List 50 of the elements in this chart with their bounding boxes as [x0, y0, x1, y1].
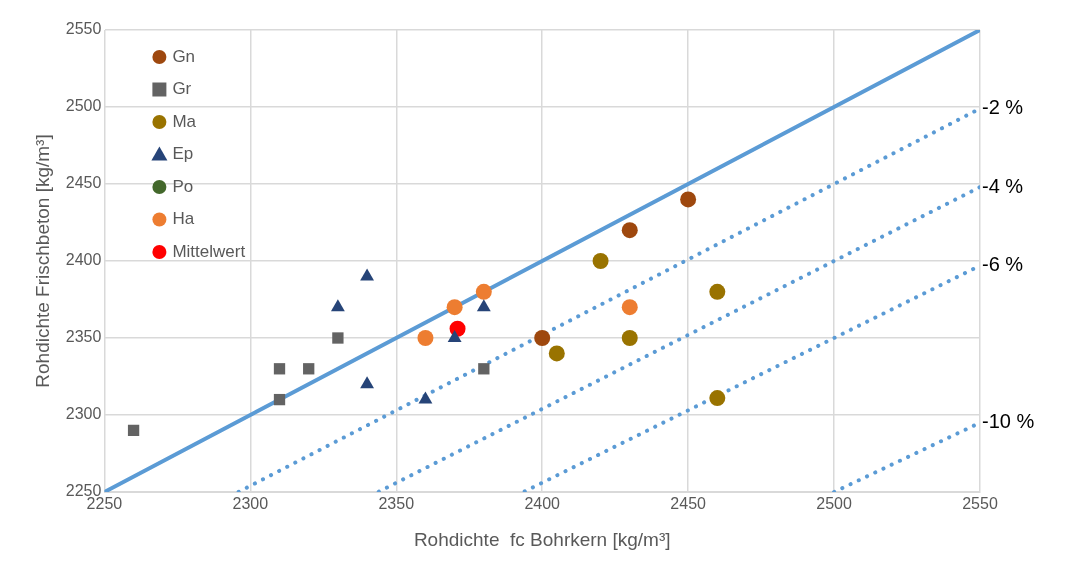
x-tick-label: 2400 — [524, 495, 561, 513]
y-tick-label: 2400 — [65, 251, 102, 269]
point — [476, 299, 491, 312]
point — [330, 299, 345, 312]
point — [418, 391, 433, 404]
point — [360, 268, 374, 281]
point — [332, 332, 344, 344]
point — [709, 390, 726, 407]
legend-label: Gr — [172, 79, 192, 99]
x-tick-label: 2300 — [232, 495, 269, 513]
point — [592, 253, 609, 269]
legend-label: Po — [172, 176, 194, 196]
legend-label: Ha — [172, 209, 195, 229]
x-tick-label: 2450 — [670, 495, 707, 513]
y-tick-label: 2350 — [65, 328, 102, 346]
series-label: -6 % — [982, 253, 1024, 276]
point — [447, 330, 462, 342]
point — [446, 299, 463, 316]
x-axis-title: Rohdichte fc Bohrkern [kg/m³] — [413, 528, 671, 550]
point — [303, 363, 315, 375]
point — [548, 345, 565, 362]
point — [621, 299, 638, 316]
point — [478, 363, 490, 375]
legend-label: Ep — [172, 144, 194, 164]
series-label: -2 % — [982, 96, 1024, 119]
y-axis-title: Rohdichte Frischbeton [kg/m³] — [31, 134, 53, 388]
x-tick-label: 2500 — [816, 495, 852, 513]
point — [709, 283, 726, 300]
y-tick-label: 2550 — [65, 20, 102, 38]
point — [127, 424, 140, 437]
legend-label: Ma — [172, 111, 197, 131]
x-tick-label: 2550 — [962, 495, 998, 513]
point — [534, 330, 551, 346]
x-tick-label: 2350 — [378, 495, 415, 513]
x-tick-label: 2250 — [86, 495, 123, 513]
y-tick-label: 2300 — [65, 405, 102, 423]
point — [621, 330, 638, 346]
y-tick-label: 2500 — [65, 97, 102, 115]
point — [475, 283, 492, 300]
point — [417, 330, 434, 346]
point — [360, 376, 374, 389]
series-label: -10 % — [982, 410, 1035, 433]
point — [273, 393, 286, 406]
point — [680, 191, 697, 208]
y-tick-label: 2450 — [65, 174, 102, 192]
point — [621, 222, 638, 239]
legend-label: Mittelwert — [172, 241, 246, 261]
series-label: -4 % — [982, 174, 1024, 197]
point — [273, 363, 286, 375]
legend-label: Gn — [172, 46, 196, 66]
